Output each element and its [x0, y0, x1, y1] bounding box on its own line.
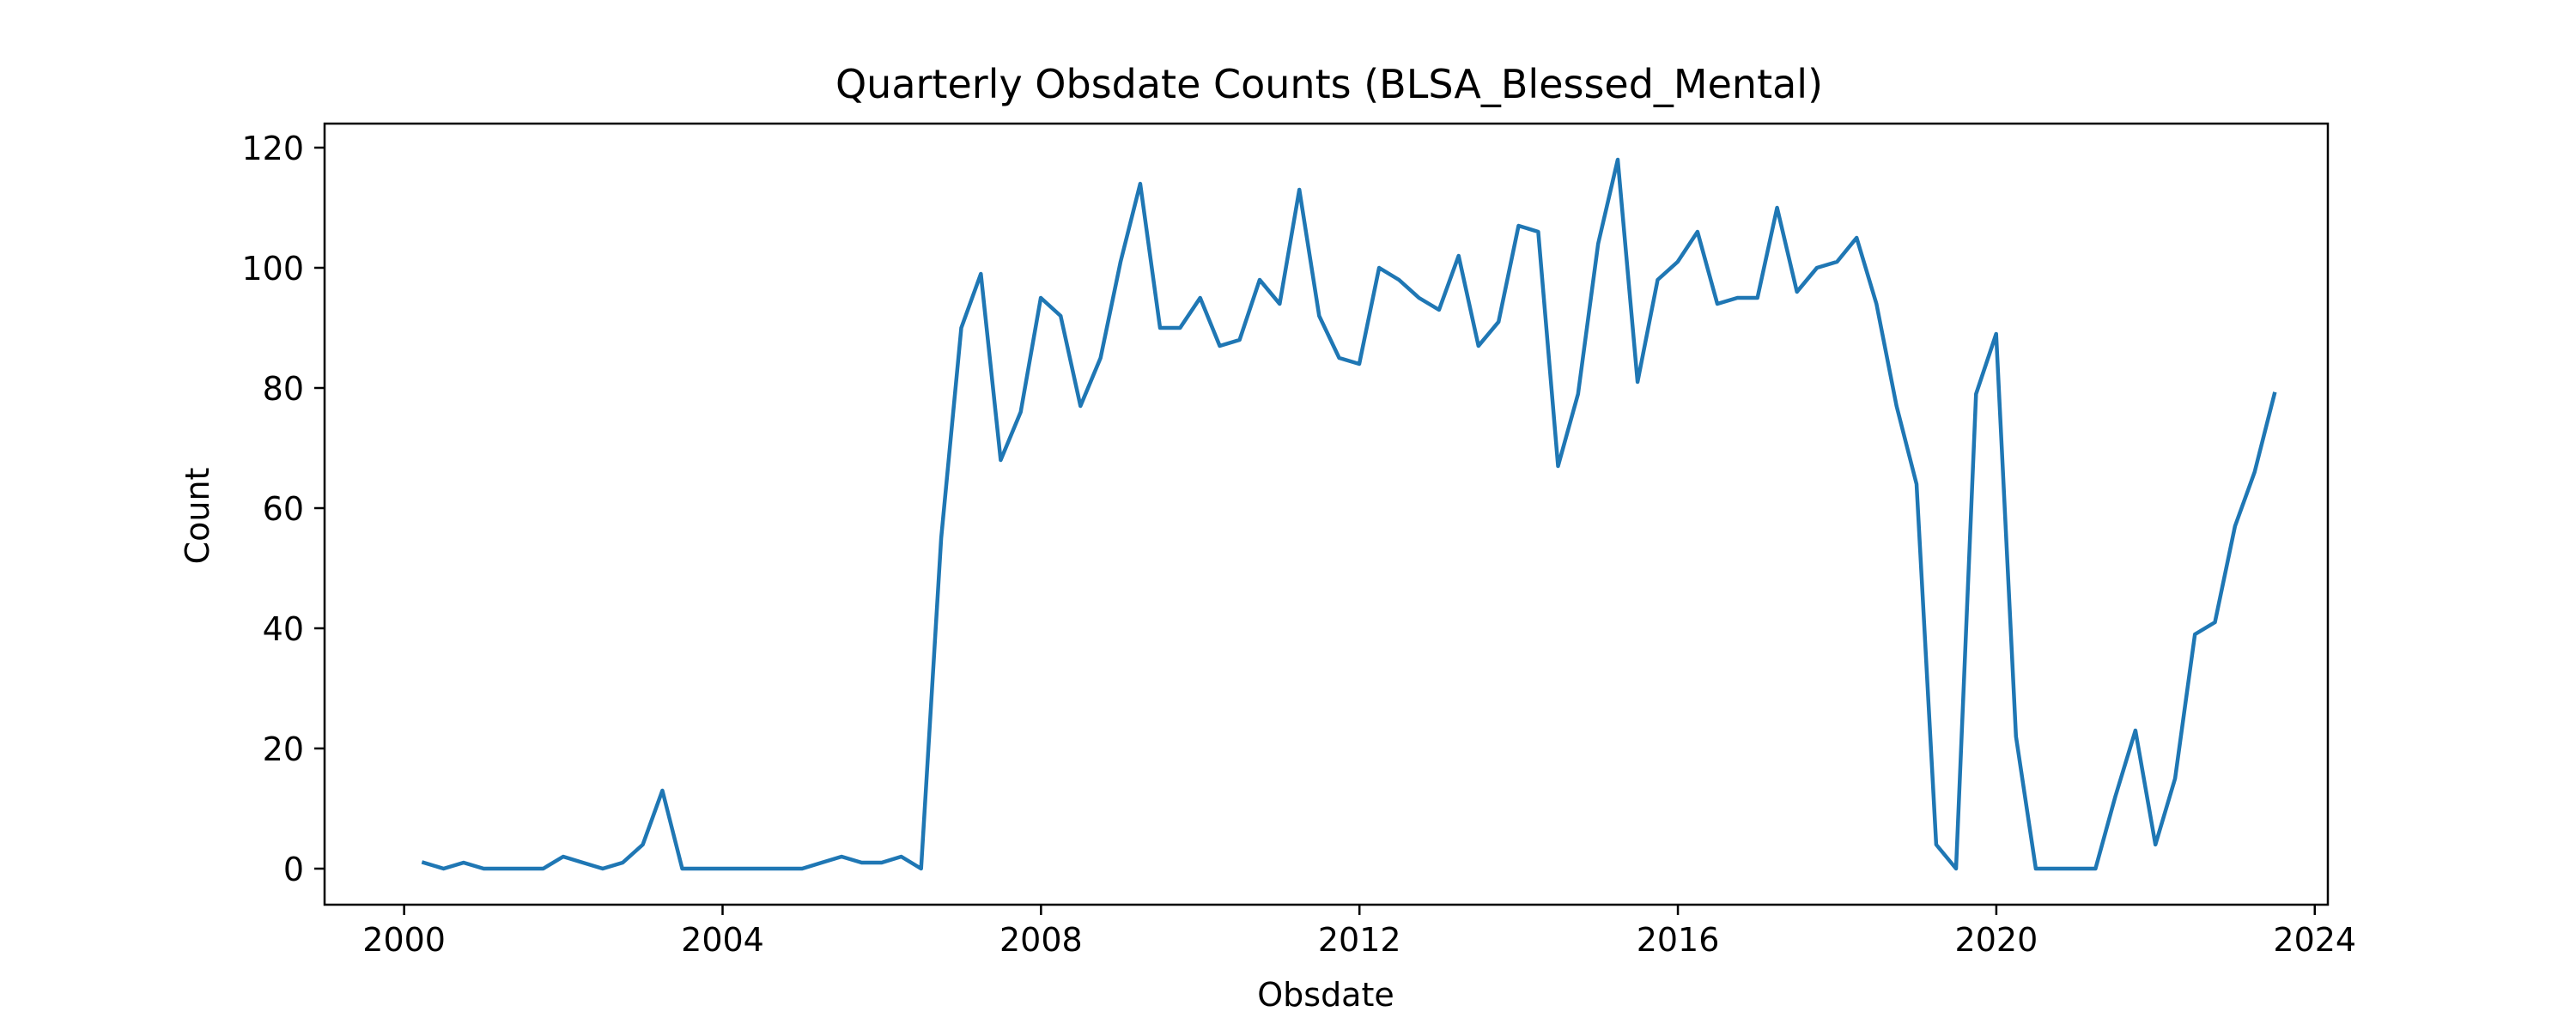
y-axis-label: Count — [179, 468, 216, 565]
x-tick-label: 2000 — [362, 921, 446, 959]
y-axis: 0 20 40 60 80 100 120 — [241, 130, 325, 888]
y-tick-label: 100 — [241, 250, 304, 288]
x-tick-label: 2012 — [1318, 921, 1401, 959]
x-axis-label: Obsdate — [1257, 976, 1394, 1014]
x-tick-label: 2024 — [2273, 921, 2356, 959]
series-line — [421, 157, 2277, 871]
plot-frame — [323, 122, 2330, 906]
y-tick-label: 120 — [241, 130, 304, 167]
x-tick-label: 2004 — [681, 921, 764, 959]
y-tick-label: 40 — [263, 610, 304, 648]
y-tick-label: 80 — [263, 370, 304, 408]
chart-title: Quarterly Obsdate Counts (BLSA_Blessed_M… — [835, 61, 1823, 107]
y-tick-label: 0 — [283, 851, 304, 888]
x-axis: 2000 2004 2008 2012 2016 2020 2024 — [362, 905, 2356, 959]
plot-series — [421, 157, 2277, 871]
x-tick-label: 2020 — [1955, 921, 2038, 959]
y-tick-label: 60 — [263, 490, 304, 528]
y-tick-label: 20 — [263, 730, 304, 768]
x-tick-label: 2008 — [999, 921, 1083, 959]
x-tick-label: 2016 — [1637, 921, 1720, 959]
